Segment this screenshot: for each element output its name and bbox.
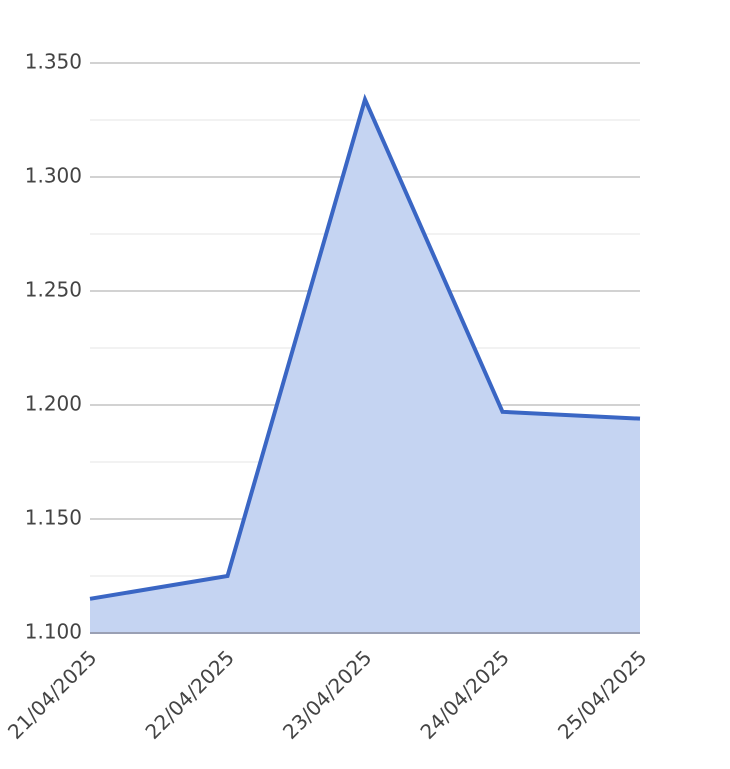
- x-tick-label: 23/04/2025: [278, 645, 376, 743]
- y-tick-label: 1.100: [25, 620, 82, 644]
- y-tick-label: 1.250: [25, 278, 82, 302]
- x-tick-label: 22/04/2025: [140, 645, 238, 743]
- x-tick-label: 25/04/2025: [553, 645, 651, 743]
- y-tick-label: 1.150: [25, 506, 82, 530]
- y-tick-label: 1.300: [25, 164, 82, 188]
- y-tick-label: 1.350: [25, 50, 82, 74]
- x-tick-label: 21/04/2025: [3, 645, 101, 743]
- area: [90, 99, 640, 634]
- line: [89, 93, 641, 601]
- y-tick-label: 1.200: [25, 392, 82, 416]
- x-tick-label: 24/04/2025: [415, 645, 513, 743]
